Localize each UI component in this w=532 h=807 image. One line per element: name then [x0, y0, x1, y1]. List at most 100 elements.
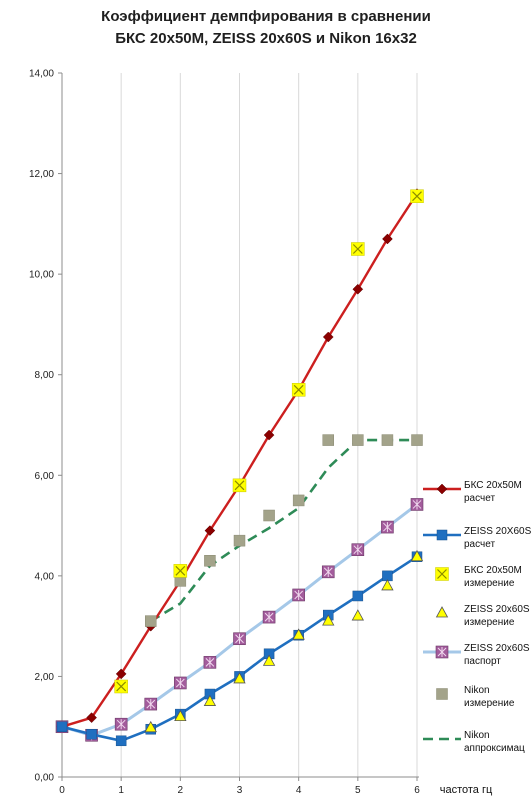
legend-label-sub: измерение [464, 578, 515, 589]
data-point [352, 283, 364, 295]
data-point [56, 721, 68, 732]
legend-item-5: ZEISS 20x60S паспорт [423, 643, 530, 667]
data-point [351, 242, 365, 256]
data-point [115, 735, 127, 747]
data-point [411, 434, 423, 446]
series-4 [144, 549, 424, 733]
data-point [410, 189, 424, 203]
legend-label: ZEISS 20x60S [464, 643, 530, 654]
axes: 0,00 2,00 4,00 6,00 8,00 10,00 12,00 14,00 0 1 2 3 4… [29, 69, 493, 797]
series-6 [145, 434, 423, 627]
data-point [352, 590, 364, 602]
data-point [114, 717, 128, 731]
legend-item-3: БКС 20х50М измерение [435, 565, 522, 589]
data-point [292, 588, 305, 602]
plot-area [55, 188, 424, 747]
data-point [351, 543, 365, 557]
legend-label: БКС 20х50М [464, 565, 522, 576]
data-point [291, 383, 306, 397]
legend-label: ZEISS 20X60S [464, 526, 532, 537]
data-point [322, 434, 334, 446]
x-axis-label: частота гц [440, 784, 493, 796]
legend-label: БКС 20х50М [464, 480, 522, 491]
x-tick-label: 0 [59, 785, 65, 796]
data-point [322, 331, 334, 343]
data-point [435, 606, 449, 618]
data-point [233, 672, 246, 684]
data-point [204, 525, 216, 536]
data-point [144, 720, 157, 733]
data-point [174, 709, 187, 722]
y-tick-label: 2,00 [35, 672, 55, 683]
y-tick-label: 4,00 [35, 571, 55, 582]
data-point [436, 688, 448, 700]
legend-item-4: ZEISS 20x60S измерение [435, 604, 530, 628]
legend-item-1: БКС 20х50М расчет [423, 480, 522, 504]
legend-label-sub: расчет [464, 539, 495, 550]
x-tick-label: 5 [355, 785, 361, 796]
legend-item-6: Nikon измерение [436, 685, 515, 709]
y-tick-label: 6,00 [35, 471, 55, 482]
data-point [233, 632, 246, 646]
series-3 [114, 189, 424, 694]
data-point [145, 615, 157, 627]
x-tick-label: 6 [414, 785, 420, 796]
data-point [232, 478, 247, 493]
data-point [436, 483, 448, 495]
data-point [86, 712, 97, 724]
data-point [173, 564, 188, 578]
legend-label-sub: паспорт [464, 656, 501, 667]
series-7 [150, 438, 417, 623]
data-point [114, 679, 128, 694]
data-point [262, 654, 276, 666]
data-point [352, 434, 364, 446]
data-point [410, 549, 424, 562]
legend-label: Nikon [464, 730, 490, 741]
data-point [233, 534, 246, 547]
data-point [436, 529, 448, 541]
y-tick-label: 12,00 [29, 169, 54, 180]
x-tick-label: 4 [296, 785, 302, 796]
data-point [263, 509, 275, 522]
data-point [144, 697, 158, 711]
data-point [322, 614, 335, 626]
data-point [174, 676, 187, 690]
x-tick-label: 3 [237, 785, 243, 796]
data-point [86, 729, 97, 740]
grid-lines [120, 73, 418, 777]
legend-item-7: Nikon аппроксимац [423, 730, 525, 754]
legend-label-sub: измерение [464, 698, 515, 709]
data-point [382, 233, 393, 245]
data-point [292, 494, 305, 507]
x-tick-label: 2 [178, 785, 184, 796]
chart-title: Коэффициент демпфирования в сравнении [101, 8, 431, 25]
y-tick-label: 0,00 [35, 773, 55, 784]
data-point [321, 565, 335, 579]
data-point [435, 567, 449, 581]
chart-subtitle: БКС 20х50М, ZEISS 20x60S и Nikon 16x32 [115, 30, 417, 47]
legend-item-2: ZEISS 20X60S расчет [423, 526, 532, 550]
y-tick-label: 10,00 [29, 270, 54, 281]
y-tick-label: 8,00 [35, 370, 55, 381]
data-point [204, 555, 216, 567]
data-point [381, 579, 394, 591]
data-point [435, 645, 449, 659]
y-tick-label: 14,00 [29, 69, 54, 80]
data-point [115, 668, 127, 680]
data-point [262, 610, 276, 624]
data-point [203, 694, 217, 706]
data-point [292, 628, 305, 640]
data-point [263, 429, 275, 441]
data-point [351, 609, 365, 621]
data-point [381, 434, 394, 446]
data-point [381, 520, 394, 534]
legend-label: ZEISS 20x60S [464, 604, 530, 615]
data-point [410, 498, 424, 511]
x-tick-label: 1 [118, 785, 124, 796]
data-point [203, 656, 217, 669]
legend-label: Nikon [464, 685, 490, 696]
legend-label-sub: измерение [464, 617, 515, 628]
legend-label-sub: аппроксимац [464, 743, 525, 754]
